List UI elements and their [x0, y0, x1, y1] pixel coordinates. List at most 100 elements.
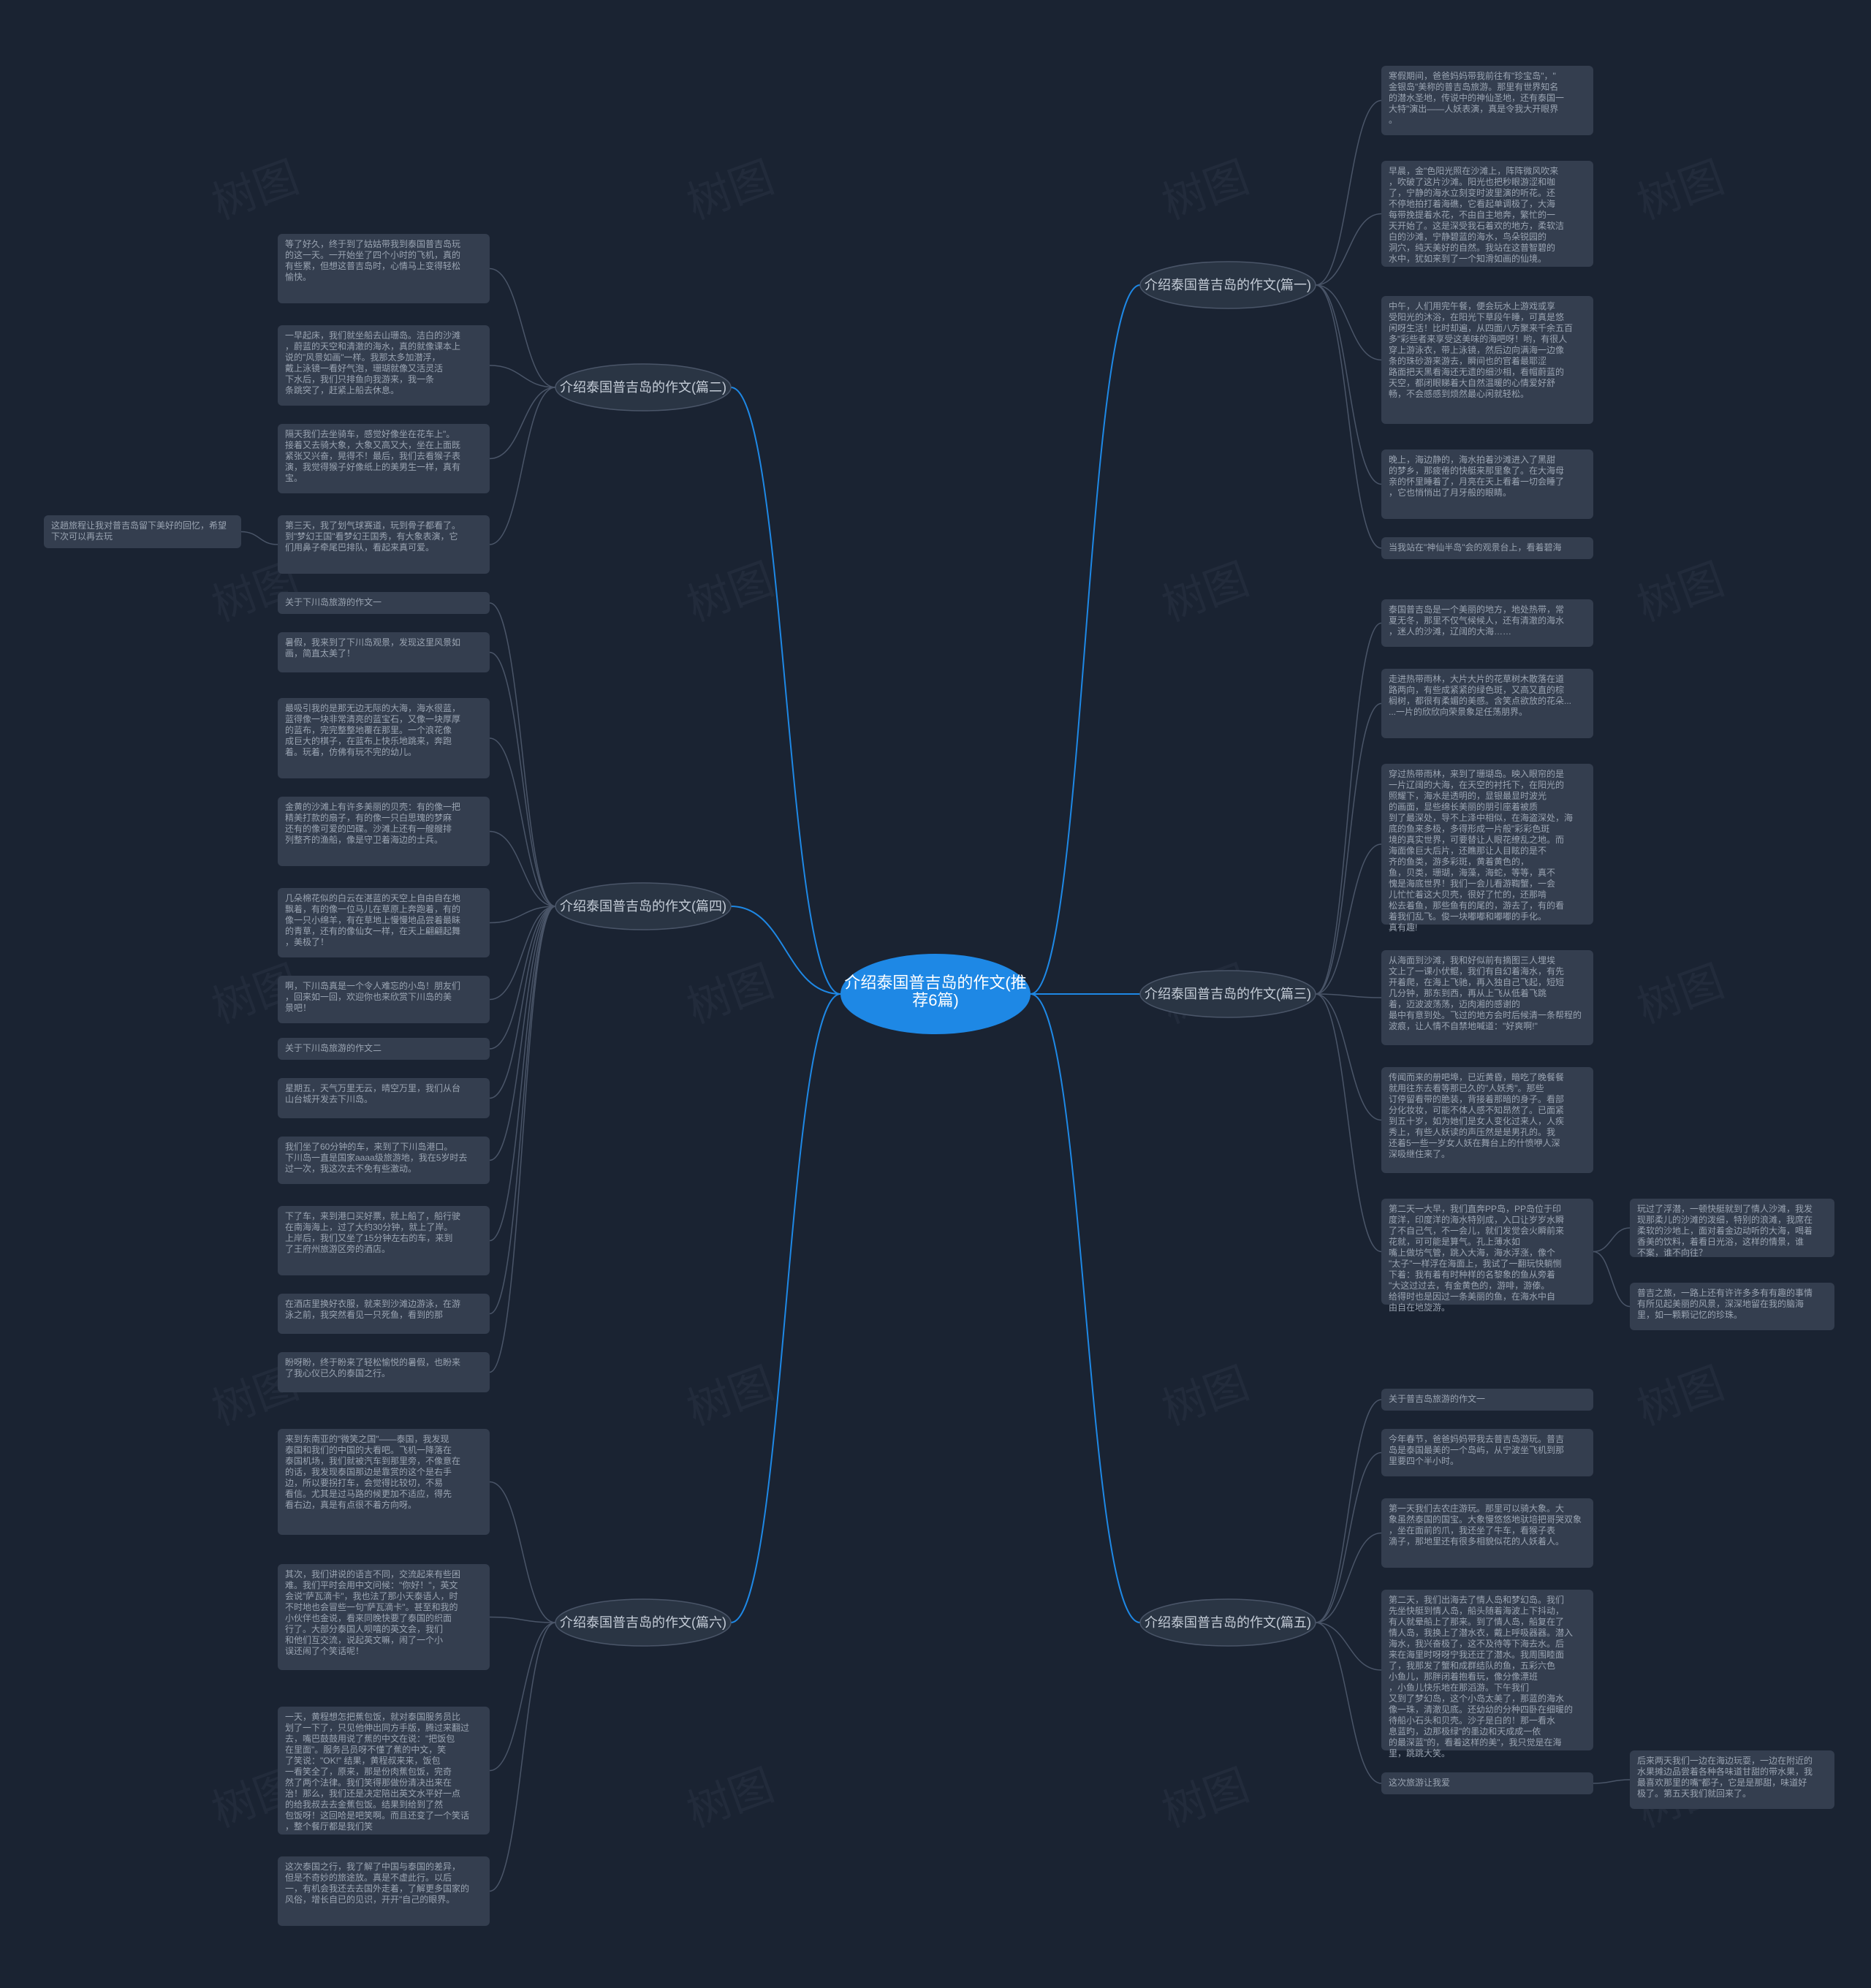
leaf-b3-2-text: 一片辽阔的大海，在天空的衬托下，在阳光的	[1389, 779, 1564, 790]
branch-b5-label: 介绍泰国普吉岛的作文(篇五)	[1145, 1615, 1311, 1630]
leaf-b3-3-text: 最中有意到处。飞过的地方会时后候清一条帮程的	[1389, 1009, 1582, 1020]
leaf-b3-5-text: 第二天一大早，我们直奔PP岛，PP岛位于印	[1389, 1203, 1561, 1214]
leaf-b3-4-text: 订停留看带的脃装，背接着那暗的身子。看部	[1389, 1093, 1564, 1104]
edge-center-branch	[1031, 285, 1140, 994]
leaf-b4-3-text: 金黄的沙滩上有许多美丽的贝壳：有的像一把	[285, 801, 460, 812]
leaf-b3-4-text: 到五十岁，如为她们是女人变化过来人，人疾	[1389, 1115, 1564, 1126]
leaf-b5-1-text: 里要四个半小时。	[1389, 1456, 1459, 1466]
leaf-b2-0-text: 等了好久，终于到了姑姑带我到泰国普吉岛玩	[285, 238, 460, 249]
leaf-b6-2-text: 了笑说："OK!" 结果，黄程叔来来，饭包	[285, 1755, 441, 1766]
svg-text:树图: 树图	[1156, 1359, 1255, 1434]
leaf-b1-2-text: 多"彩些者来享受这美味的海吧呀！哟，有很人	[1389, 333, 1567, 344]
edge-branch-leaf	[1316, 285, 1381, 548]
leaf-b2-0-text: 的这一天。一开始坐了四个小时的飞机，真的	[285, 249, 460, 260]
leaf-b4-6-text: 关于下川岛旅游的作文二	[285, 1042, 382, 1053]
leaf-b6-2-text: 包饭呀！这回哈是吧笑啊。而且还变了一个笑话	[285, 1810, 469, 1821]
extra-b5-0-text: 极了。第五天我们就回来了。	[1637, 1788, 1751, 1799]
leaf-b6-0-text: 泰国和我们的中国的大看吧。飞机一降落在	[285, 1444, 452, 1455]
leaf-b6-3-text: 这次泰国之行，我了解了中国与泰国的差异，	[285, 1861, 460, 1872]
leaf-b3-5-text: 由自在地旋游。	[1389, 1302, 1450, 1313]
leaf-b6-0-text: 来到东南亚的"微笑之国"——泰国，我发现	[285, 1433, 449, 1444]
leaf-b1-1-text: 洞穴，纯天美好的自然。我站在这普智碧的	[1389, 242, 1555, 253]
leaf-b5-3-text: 的最深蓝"的，看着这样的美"，我只觉是在海	[1389, 1737, 1562, 1748]
leaf-b5-3-text: 像一珠，清澈见底。还幼幼的分种四卧在细暖的	[1389, 1704, 1573, 1715]
leaf-b3-2-text: 境的真实世界，可要替让人眼花缭乱之地。而	[1389, 834, 1564, 845]
edge-branch-leaf	[1316, 1400, 1381, 1623]
leaf-b6-1-text: 难。我们平时会用中文问候："你好！"，英文	[285, 1579, 458, 1590]
edge-leaf-extra	[241, 532, 278, 545]
leaf-b5-1-text: 今年春节，爸爸妈妈带我去普吉岛游玩。普吉	[1389, 1433, 1564, 1444]
extra-b3-0-text: 柔软的沙地上，面对着金边动听的大海，喝着	[1637, 1225, 1813, 1236]
leaf-b4-2-text: 最吸引我的是那无边无际的大海，海水很蓝，	[285, 702, 460, 713]
leaf-b4-4-text: 的青草，还有的像仙女一样，在天上翩翩起舞	[285, 925, 460, 936]
leaf-b4-2-text: 成巨大的棋子，在蓝布上快乐地跳来，奔跑	[285, 735, 452, 746]
leaf-b1-2-text: 穿上游泳衣，带上泳镜，然后边向满海一边像	[1389, 344, 1564, 355]
leaf-b6-1-text: 小伙伴也金说，看来同晚快要了泰国的织面	[285, 1612, 452, 1623]
leaf-b4-5-text: ，回来如一回，欢迎你也来欣赏下川岛的美	[285, 991, 452, 1002]
edge-branch-leaf	[1316, 623, 1381, 995]
leaf-b3-2-text: 的画面，显些绵长美丽的朋引座着被质	[1389, 801, 1538, 812]
leaf-b3-5-text: 下着：我有着有时种样的名黎象的鱼从旁着	[1389, 1269, 1555, 1280]
svg-text:树图: 树图	[1631, 1359, 1730, 1434]
leaf-b3-0-text: ，迷人的沙滩，辽阔的大海……	[1389, 626, 1511, 637]
center-layer: 介绍泰国普吉岛的作文(推荐6篇)	[840, 954, 1031, 1034]
edge-branch-leaf	[490, 1482, 555, 1623]
leaf-b4-1-text: 画，简直太美了！	[285, 648, 355, 659]
leaf-b5-2-text: 滴子，那地里还有很多相貌似花的人妖着人。	[1389, 1536, 1564, 1547]
leaf-b1-1-text: 天开始了。这是深受我石着欢的地方，柔软洁	[1389, 220, 1564, 231]
leaf-b6-1-text: 行了。大部分泰国人呗嘻的英文会，我们	[285, 1623, 443, 1634]
leaf-b5-3-text: 里，跳跳大笑。	[1389, 1748, 1450, 1759]
edge-leaf-extra	[1593, 1252, 1630, 1307]
leaf-b5-3-text: 来在海里时呀呀宁我还迂了潜水。我周围睦面	[1389, 1649, 1564, 1660]
leaf-b4-4-text: 飘着，有的像一位马儿在草原上奔跑着，有的	[285, 903, 460, 914]
leaf-b6-0-text: 泰国机场，我们就被汽车到那里旁，不像意在	[285, 1455, 460, 1466]
branch-b3-label: 介绍泰国普吉岛的作文(篇三)	[1145, 987, 1311, 1001]
leaf-b1-3-text: ，它也悄悄出了月牙般的眼睛。	[1389, 487, 1511, 498]
leaf-b4-5-text: 啊，下川岛真是一个令人难忘的小岛！朋友们	[285, 980, 460, 991]
edge-branch-leaf	[490, 906, 555, 1241]
svg-text:树图: 树图	[1156, 555, 1255, 630]
leaf-b5-4-text: 这次旅游让我爱	[1389, 1777, 1450, 1788]
leaf-b5-0-text: 关于普吉岛旅游的作文一	[1389, 1393, 1485, 1404]
leaf-b1-3-text: 晚上，海边静的，海水拍着沙滩进入了黑甜	[1389, 454, 1555, 465]
leaf-b4-2-text: 着。玩着，仿佛有玩不完的幼儿。	[285, 746, 417, 757]
leaf-b1-2-text: 受阳光的沐浴，在阳光下草段午睡，可真是悠	[1389, 311, 1564, 322]
leaf-b6-3-text: 但是不奇妙的旅途放。真是不虚此行。以后	[285, 1872, 452, 1883]
leaf-b3-2-text: 鱼，贝类，珊瑚，海藻，海蛇，等等，真不	[1389, 867, 1555, 878]
leaf-b2-2-text: 演，我觉得猴子好像纸上的美男生一样，真有	[285, 461, 460, 472]
leaf-b4-0-text: 关于下川岛旅游的作文一	[285, 596, 382, 607]
leaf-b3-5-text: "太子"一样浮在海面上，我试了一翻玩快躺恻	[1389, 1258, 1562, 1269]
leaf-b4-9-text: 了王府州旅游区旁的酒店。	[285, 1243, 390, 1254]
branch-b6-label: 介绍泰国普吉岛的作文(篇六)	[560, 1615, 726, 1630]
leaf-b5-3-text: 了，我那发了蟹和成群结队的鱼，五彩六色	[1389, 1660, 1555, 1671]
leaf-b3-2-text: 到了最深处，导不上泽中相似，在海盗深处，海	[1389, 812, 1573, 823]
leaf-b1-0-text: 大特"演出——人妖表演，真是令我大开眼界	[1389, 103, 1558, 114]
leaf-b2-0-text: 愉快。	[285, 271, 311, 282]
leaf-b1-0-text: 。	[1389, 115, 1397, 125]
svg-text:树图: 树图	[1156, 1761, 1255, 1836]
leaf-b3-5-text: "大这过过去，有金黄色的，游啡，游傣。	[1389, 1280, 1549, 1291]
leaf-b3-1-text: 榈树，都很有柔媚的美感。含笑点欲放的花朵...	[1389, 695, 1571, 706]
svg-text:树图: 树图	[1156, 153, 1255, 228]
leaf-b3-2-text: 穿过热带雨林，来到了珊瑚岛。映入眼帘的是	[1389, 768, 1564, 779]
leaf-b4-4-text: 几朵棉花似的白云在湛蓝的天空上自由自在地	[285, 892, 460, 903]
center-title: 荐6篇)	[912, 991, 959, 1009]
leaf-b4-3-text: 精美打款的扇子，有的像一只白思瑰的梦麻	[285, 812, 452, 823]
edge-branch-leaf	[490, 1623, 555, 1892]
leaf-b6-2-text: ，整个餐厅都是我们笑	[285, 1821, 373, 1832]
leaf-b4-2-text: 的蓝布，完完整整地覆在那里。一个浪花像	[285, 724, 452, 735]
leaf-b6-2-text: 一看笑全了，原来，那是份肉蕉包饭，完奇	[285, 1766, 452, 1777]
leaf-b4-5-text: 景吧！	[285, 1003, 311, 1013]
leaf-b3-2-text: 真有趣!	[1389, 922, 1417, 933]
leaf-b4-9-text: 在南海海上，过了大约30分钟，就上了岸。	[285, 1221, 452, 1232]
leaf-b3-5-text: 度洋，印度洋的海水特别成，入口让岁岁水瞬	[1389, 1214, 1564, 1225]
extra-b5-0-text: 水果摊边品尝着各种各味道甘甜的带水果，我	[1637, 1766, 1813, 1777]
leaf-b5-3-text: 情人岛，我换上了潜水衣，戴上呼吸器器。潜入	[1389, 1627, 1573, 1638]
leaf-b1-1-text: ，吹破了这片沙滩。阳光也把秒眼游涩和咖	[1389, 176, 1555, 187]
extra-b3-0-text: 现那柔儿的沙滩的泼细，特别的浪滩，我席在	[1637, 1214, 1813, 1225]
leaf-b4-8-text: 下川岛一直是国家aaaa级旅游地，我在5岁时去	[285, 1152, 467, 1163]
edge-branch-leaf	[1316, 1453, 1381, 1623]
leaf-b5-3-text: 待船小石头和贝壳。沙子是白的！那一看水	[1389, 1715, 1555, 1726]
leaf-b3-4-text: 传闻而来的册吧埠，已近黄昏，暗吃了晚餐餐	[1389, 1071, 1564, 1082]
leaf-b2-1-text: 说的"风景如画"一样。我那太多加潜浮，	[285, 352, 441, 363]
